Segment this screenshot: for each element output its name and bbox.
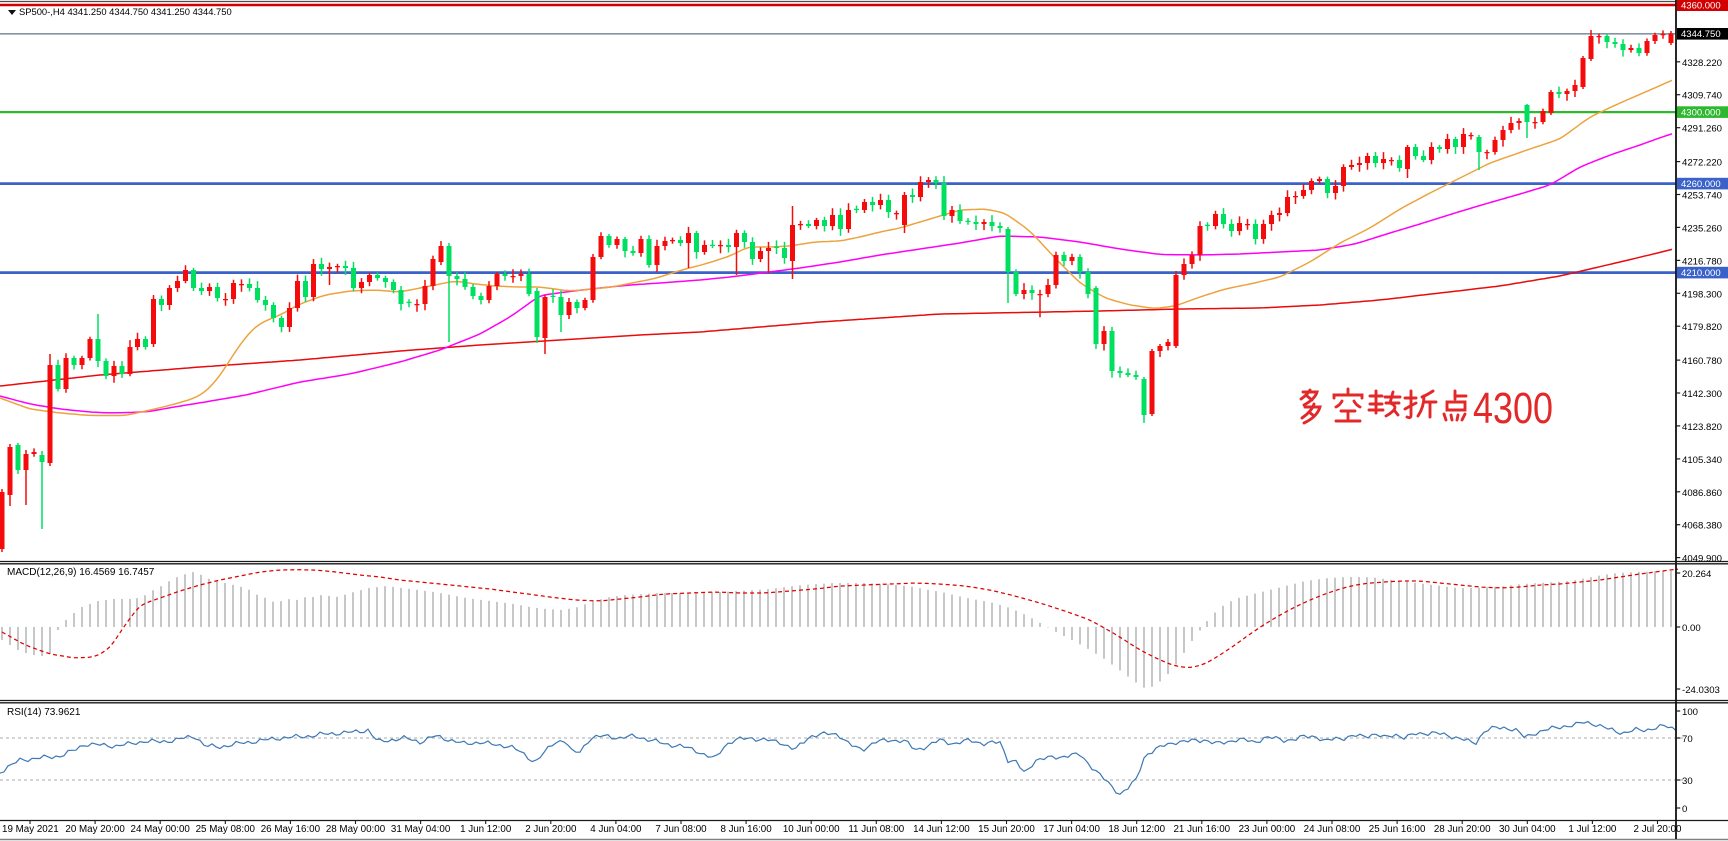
svg-text:25 Jun 16:00: 25 Jun 16:00: [1369, 824, 1426, 835]
svg-text:24 Jun 08:00: 24 Jun 08:00: [1304, 824, 1361, 835]
svg-text:4291.260: 4291.260: [1682, 124, 1722, 135]
svg-text:25 May 08:00: 25 May 08:00: [196, 824, 256, 835]
svg-text:4260.000: 4260.000: [1681, 179, 1721, 190]
svg-text:0.00: 0.00: [1682, 623, 1701, 634]
svg-text:4344.750: 4344.750: [1681, 29, 1721, 40]
svg-text:4160.780: 4160.780: [1682, 356, 1722, 367]
svg-text:-24.0303: -24.0303: [1682, 685, 1720, 696]
svg-text:17 Jun 04:00: 17 Jun 04:00: [1043, 824, 1100, 835]
svg-text:26 May 16:00: 26 May 16:00: [261, 824, 321, 835]
svg-text:0: 0: [1682, 804, 1687, 815]
svg-text:7 Jun 08:00: 7 Jun 08:00: [655, 824, 707, 835]
svg-text:14 Jun 12:00: 14 Jun 12:00: [913, 824, 970, 835]
svg-text:1 Jun 12:00: 1 Jun 12:00: [460, 824, 512, 835]
svg-text:24 May 00:00: 24 May 00:00: [131, 824, 191, 835]
svg-text:11 Jun 08:00: 11 Jun 08:00: [848, 824, 904, 835]
svg-text:4360.000: 4360.000: [1681, 1, 1721, 12]
svg-text:4123.820: 4123.820: [1682, 422, 1722, 433]
svg-text:4 Jun 04:00: 4 Jun 04:00: [590, 824, 642, 835]
svg-text:4198.300: 4198.300: [1682, 289, 1722, 300]
svg-text:21 Jun 16:00: 21 Jun 16:00: [1173, 824, 1230, 835]
svg-text:19 May 2021: 19 May 2021: [2, 824, 59, 835]
svg-text:20 May 20:00: 20 May 20:00: [65, 824, 125, 835]
svg-text:4300: 4300: [1473, 384, 1553, 433]
svg-text:23 Jun 00:00: 23 Jun 00:00: [1239, 824, 1296, 835]
svg-text:100: 100: [1682, 707, 1698, 718]
svg-text:4179.820: 4179.820: [1682, 322, 1722, 333]
svg-text:4049.900: 4049.900: [1682, 554, 1722, 565]
svg-text:28 May 00:00: 28 May 00:00: [326, 824, 386, 835]
svg-text:SP500-,H4 4341.250 4344.750 4: SP500-,H4 4341.250 4344.750 4341.250 434…: [19, 6, 232, 17]
svg-text:MACD(12,26,9) 16.4569 16.7457: MACD(12,26,9) 16.4569 16.7457: [7, 567, 155, 578]
svg-text:4328.220: 4328.220: [1682, 58, 1722, 69]
svg-text:4142.300: 4142.300: [1682, 389, 1722, 400]
svg-text:31 May 04:00: 31 May 04:00: [391, 824, 451, 835]
svg-text:4253.740: 4253.740: [1682, 191, 1722, 202]
svg-text:30: 30: [1682, 776, 1693, 787]
svg-text:4105.340: 4105.340: [1682, 455, 1722, 466]
svg-text:70: 70: [1682, 734, 1693, 745]
svg-text:1 Jul 12:00: 1 Jul 12:00: [1568, 824, 1616, 835]
svg-text:RSI(14) 73.9621: RSI(14) 73.9621: [7, 707, 81, 718]
svg-text:4235.260: 4235.260: [1682, 223, 1722, 234]
svg-text:4068.380: 4068.380: [1682, 521, 1722, 532]
svg-text:28 Jun 20:00: 28 Jun 20:00: [1434, 824, 1491, 835]
svg-text:4086.860: 4086.860: [1682, 488, 1722, 499]
svg-text:20.264: 20.264: [1682, 569, 1712, 580]
svg-text:2 Jun 20:00: 2 Jun 20:00: [525, 824, 577, 835]
svg-text:30 Jun 04:00: 30 Jun 04:00: [1499, 824, 1556, 835]
svg-text:4210.000: 4210.000: [1681, 268, 1721, 279]
svg-text:15 Jun 20:00: 15 Jun 20:00: [978, 824, 1035, 835]
svg-text:4272.220: 4272.220: [1682, 158, 1722, 169]
svg-text:4300.000: 4300.000: [1681, 108, 1721, 119]
svg-text:4309.740: 4309.740: [1682, 91, 1722, 102]
svg-text:8 Jun 16:00: 8 Jun 16:00: [720, 824, 772, 835]
svg-text:2 Jul 20:00: 2 Jul 20:00: [1634, 824, 1682, 835]
svg-text:10 Jun 00:00: 10 Jun 00:00: [783, 824, 840, 835]
svg-text:18 Jun 12:00: 18 Jun 12:00: [1108, 824, 1165, 835]
svg-text:4216.780: 4216.780: [1682, 256, 1722, 267]
